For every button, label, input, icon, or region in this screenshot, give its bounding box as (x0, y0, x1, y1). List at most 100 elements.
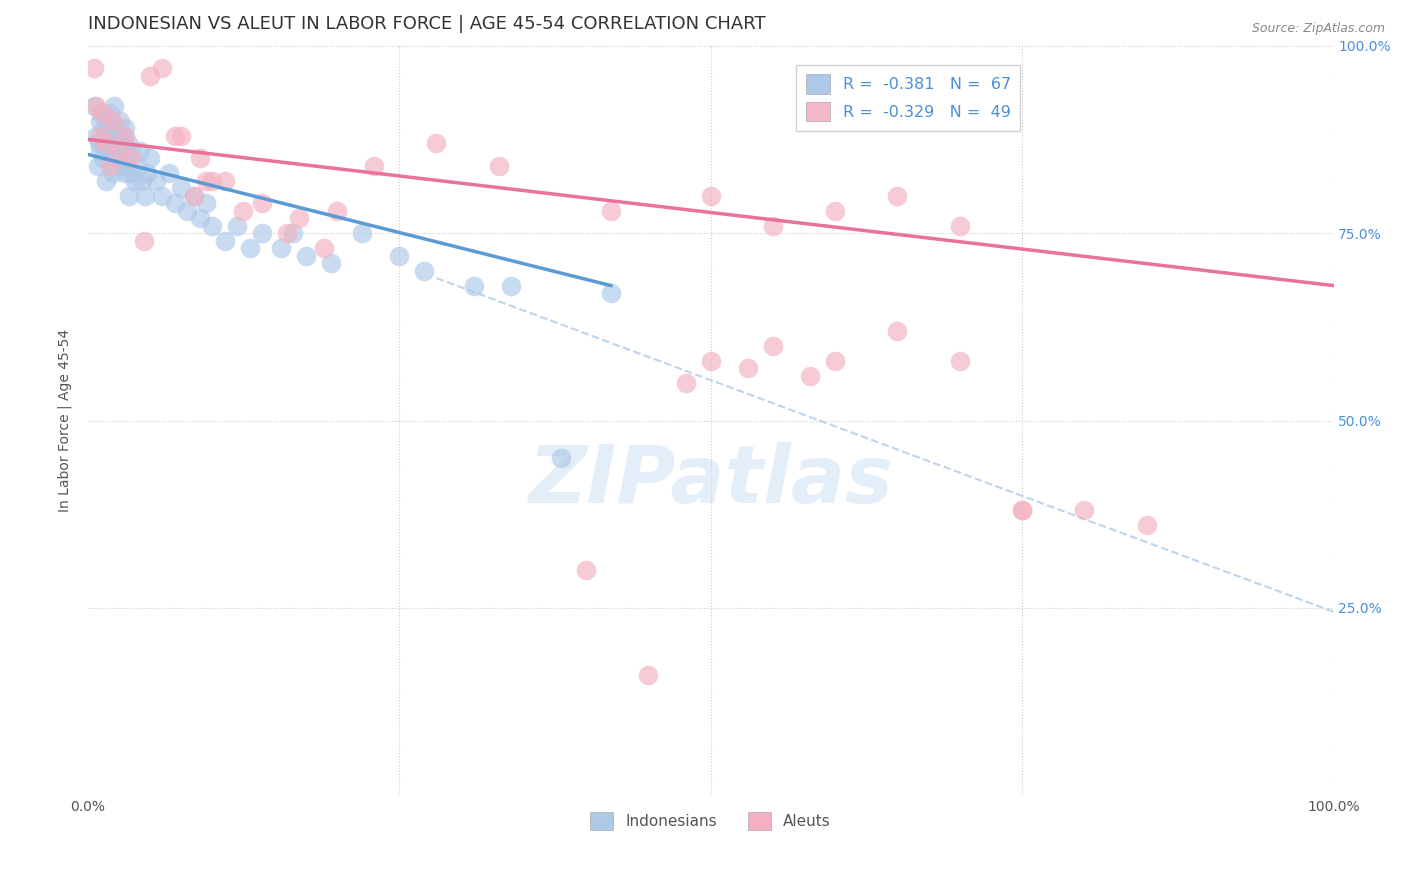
Point (413, 263, 436, 277)
Point (1011, 503, 1033, 517)
Point (163, 196, 186, 211)
Text: ZIPatlas: ZIPatlas (529, 442, 893, 519)
Point (117, 136, 139, 150)
Point (637, 668, 659, 682)
Point (157, 166, 180, 180)
Point (118, 166, 141, 180)
Point (201, 173, 224, 187)
Point (239, 241, 262, 255)
Point (824, 353, 846, 368)
Point (86, 98, 108, 112)
Point (110, 151, 132, 165)
Point (98, 106, 121, 120)
Point (214, 234, 236, 248)
Point (463, 278, 485, 293)
Point (600, 203, 623, 218)
Point (363, 159, 385, 173)
Point (87, 136, 110, 150)
Point (114, 121, 136, 136)
Point (114, 128, 136, 143)
Point (762, 219, 785, 233)
Point (107, 136, 129, 150)
Point (824, 203, 846, 218)
Point (118, 188, 141, 202)
Point (163, 128, 186, 143)
Point (195, 173, 218, 187)
Point (91, 106, 114, 120)
Point (120, 151, 142, 165)
Point (139, 69, 162, 83)
Point (97, 113, 120, 128)
Point (232, 203, 254, 218)
Point (226, 219, 249, 233)
Point (89, 113, 111, 128)
Point (104, 144, 127, 158)
Point (488, 159, 510, 173)
Point (111, 128, 134, 143)
Point (270, 241, 292, 255)
Point (949, 353, 972, 368)
Point (501, 278, 523, 293)
Point (1136, 518, 1159, 533)
Point (314, 241, 336, 255)
Point (107, 144, 129, 158)
Point (139, 151, 162, 165)
Point (183, 188, 205, 202)
Text: Source: ZipAtlas.com: Source: ZipAtlas.com (1251, 22, 1385, 36)
Point (105, 128, 128, 143)
Point (195, 196, 218, 211)
Legend: Indonesians, Aleuts: Indonesians, Aleuts (585, 805, 837, 837)
Point (132, 234, 155, 248)
Point (675, 376, 697, 390)
Point (93, 121, 115, 136)
Point (115, 159, 138, 173)
Point (183, 188, 205, 202)
Point (188, 151, 211, 165)
Point (103, 98, 125, 112)
Point (250, 196, 273, 211)
Point (294, 249, 316, 263)
Point (737, 361, 759, 376)
Point (91, 151, 114, 165)
Point (107, 159, 129, 173)
Point (83, 98, 105, 112)
Point (127, 159, 149, 173)
Point (1073, 503, 1095, 517)
Y-axis label: In Labor Force | Age 45-54: In Labor Force | Age 45-54 (58, 329, 72, 512)
Point (89, 128, 111, 143)
Point (350, 226, 373, 240)
Point (170, 128, 193, 143)
Point (949, 219, 972, 233)
Point (276, 226, 298, 240)
Point (83, 61, 105, 75)
Point (96, 136, 118, 150)
Point (288, 211, 311, 226)
Point (89, 144, 111, 158)
Point (388, 249, 411, 263)
Point (550, 450, 572, 465)
Point (96, 144, 118, 158)
Point (131, 173, 153, 187)
Point (886, 188, 908, 202)
Point (886, 324, 908, 338)
Point (170, 181, 193, 195)
Point (98, 151, 121, 165)
Point (799, 368, 821, 383)
Point (86, 159, 108, 173)
Point (112, 144, 135, 158)
Point (134, 188, 156, 202)
Point (600, 286, 623, 301)
Point (114, 166, 136, 180)
Point (101, 113, 124, 128)
Point (94, 136, 117, 150)
Point (699, 188, 721, 202)
Point (86, 128, 108, 143)
Point (425, 136, 447, 150)
Point (575, 564, 598, 578)
Point (699, 353, 721, 368)
Point (319, 256, 342, 270)
Point (762, 338, 785, 352)
Point (188, 211, 211, 226)
Point (136, 166, 159, 180)
Point (96, 173, 118, 187)
